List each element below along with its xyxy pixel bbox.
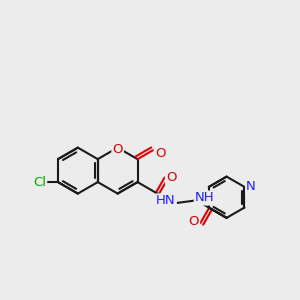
Text: O: O — [189, 215, 199, 228]
Text: Cl: Cl — [33, 176, 46, 189]
Text: O: O — [112, 143, 123, 156]
Text: HN: HN — [156, 194, 176, 207]
Text: N: N — [246, 180, 256, 194]
Text: O: O — [166, 171, 176, 184]
Text: NH: NH — [195, 191, 214, 205]
Text: O: O — [155, 147, 165, 160]
